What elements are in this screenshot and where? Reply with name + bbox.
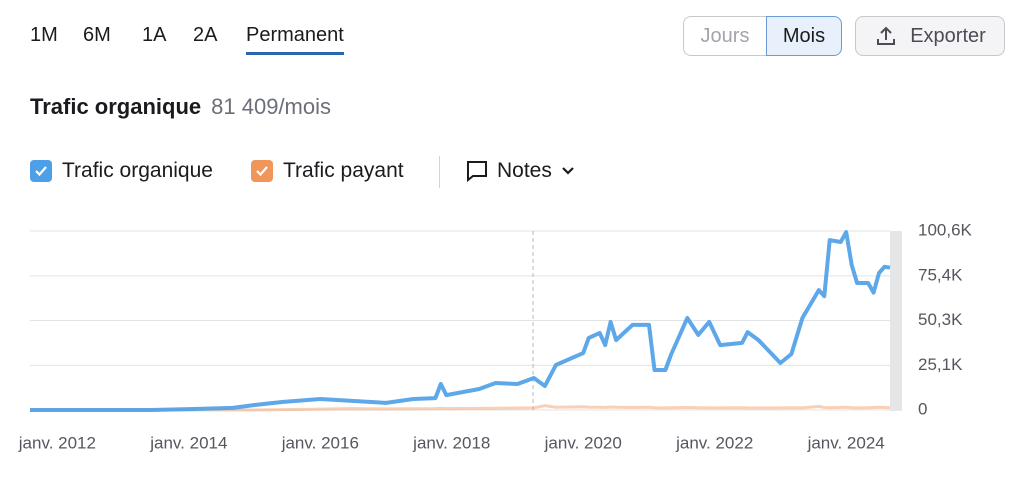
x-tick-label: janv. 2018: [412, 433, 490, 452]
notes-icon: [467, 161, 487, 182]
header: Trafic organique 81 409/mois: [30, 94, 331, 120]
legend-entry[interactable]: Trafic organique: [30, 159, 213, 183]
y-tick-label: 75,4K: [918, 265, 963, 284]
header-value: 81 409/mois: [211, 94, 332, 119]
legend-label: Trafic organique: [62, 159, 213, 182]
y-tick-label: 100,6K: [918, 220, 973, 239]
x-tick-label: janv. 2016: [281, 433, 359, 452]
toggle-months[interactable]: Mois: [766, 16, 842, 56]
series-line: [30, 230, 891, 412]
x-tick-label: janv. 2014: [149, 433, 227, 452]
header-title: Trafic organique: [30, 94, 202, 119]
export-button[interactable]: Exporter: [855, 16, 1005, 56]
y-tick-label: 25,1K: [918, 355, 963, 374]
period-tab[interactable]: Permanent: [246, 24, 344, 55]
export-icon: [877, 26, 896, 45]
legend-checkbox[interactable]: [30, 160, 52, 182]
period-tab[interactable]: 2A: [193, 24, 218, 46]
x-tick-label: janv. 2020: [544, 433, 622, 452]
legend-checkbox[interactable]: [251, 160, 273, 182]
series-line: [30, 404, 891, 412]
export-label: Exporter: [910, 24, 986, 47]
period-tab[interactable]: 1A: [142, 24, 167, 46]
chevron: [562, 167, 574, 175]
legend-entry[interactable]: Trafic payant: [251, 159, 404, 183]
x-tick-label: janv. 2024: [807, 433, 885, 452]
y-tick-label: 0: [918, 399, 927, 418]
x-tick-label: janv. 2012: [18, 433, 96, 452]
x-tick-label: janv. 2022: [675, 433, 753, 452]
scroll-handle: [890, 231, 902, 411]
notes-menu[interactable]: Notes: [466, 159, 576, 183]
divider: [439, 156, 440, 188]
period-tab[interactable]: 6M: [83, 24, 111, 46]
notes-label: Notes: [497, 159, 552, 182]
y-tick-label: 50,3K: [918, 310, 963, 329]
period-tab[interactable]: 1M: [30, 24, 58, 46]
legend-label: Trafic payant: [283, 159, 404, 182]
